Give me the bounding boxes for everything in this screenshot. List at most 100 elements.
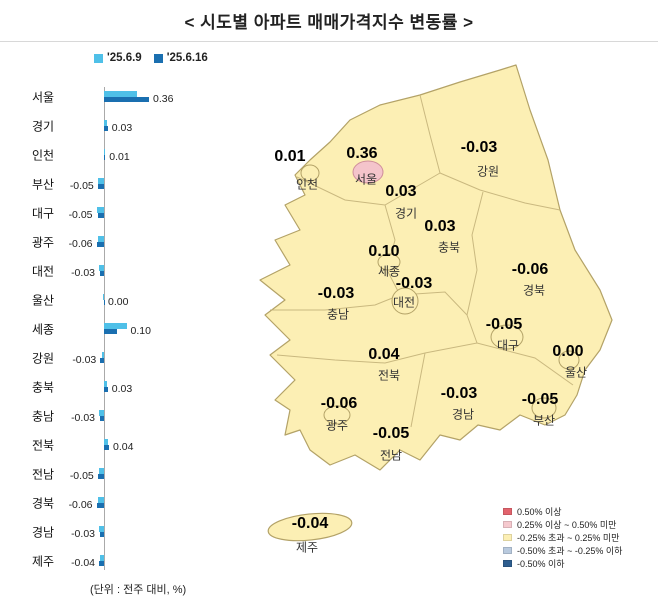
- bar-row: 대전 -0.03: [30, 256, 228, 285]
- bar-value-label: 0.03: [111, 121, 133, 134]
- busan-region: [531, 397, 557, 419]
- map-region-name: 대구: [496, 338, 520, 353]
- bar-category-label: 전북: [32, 438, 55, 452]
- bar-category-label: 경남: [32, 525, 55, 539]
- map-region-value: -0.06: [320, 395, 358, 412]
- map-region-value: 0.03: [385, 183, 417, 200]
- bar-category-label: 울산: [32, 293, 55, 307]
- bar-curr-week: [104, 154, 106, 160]
- korea-map-svg: [259, 64, 613, 542]
- bar-prev-week: [104, 381, 107, 387]
- legend-label: 0.25% 이상 ~ 0.50% 미만: [517, 520, 617, 530]
- map-region-value: -0.03: [440, 385, 478, 402]
- map-region-value: 0.01: [274, 148, 306, 165]
- map-region-name: 경남: [451, 407, 475, 422]
- legend-label: '25.6.16: [166, 52, 208, 64]
- bar-value-label: 0.00: [108, 295, 129, 308]
- jeju-island: [267, 512, 353, 542]
- bar-value-label: 0.04: [113, 440, 134, 453]
- bar-prev-week: [97, 236, 104, 242]
- bar-value-label: -0.05: [69, 179, 94, 192]
- bar-curr-week: [96, 241, 104, 247]
- map-region-name: 광주: [325, 418, 349, 433]
- bar-value-label: 0.03: [111, 382, 133, 395]
- incheon-region: [300, 164, 320, 182]
- map-region-name: 인천: [295, 177, 319, 192]
- map-region-value: -0.05: [521, 391, 559, 408]
- bar-category-label: 광주: [32, 235, 55, 249]
- map-region-name: 전북: [377, 368, 401, 383]
- bar-curr-week: [104, 386, 108, 392]
- bar-category-label: 충남: [32, 409, 55, 423]
- gwangju-region: [323, 405, 351, 425]
- sejong-region: [377, 253, 401, 271]
- bar-value-label: -0.03: [72, 353, 97, 366]
- map-region-value: -0.04: [291, 515, 329, 532]
- bar-row: 충북 0.03: [30, 372, 228, 401]
- bar-value-label: -0.05: [68, 208, 93, 221]
- map-region-name: 서울: [354, 172, 378, 187]
- seoul-region: [352, 160, 384, 184]
- bar-value-label: 0.36: [153, 92, 174, 105]
- page-title: < 시도별 아파트 매매가격지수 변동률 >: [184, 13, 474, 32]
- bar-prev-week: [99, 265, 104, 271]
- legend-swatch-icon: [153, 53, 163, 63]
- map-region-value: -0.03: [460, 139, 498, 156]
- bar-curr-week: [104, 328, 117, 334]
- bar-row: 경남 -0.03: [30, 517, 228, 546]
- map-region-name: 울산: [564, 365, 588, 380]
- map-region-value: 0.00: [552, 343, 584, 360]
- bar-category-label: 제주: [32, 554, 55, 568]
- map-region-name: 제주: [295, 540, 319, 555]
- bar-value-label: -0.05: [69, 469, 94, 482]
- legend-swatch-icon: [503, 547, 512, 554]
- map-region-value: -0.03: [317, 285, 355, 302]
- legend-swatch-icon: [503, 534, 512, 541]
- unit-note: (단위 : 전주 대비, %): [90, 584, 187, 596]
- bar-row: 제주 -0.04: [30, 546, 228, 575]
- map-region-value: 0.03: [424, 218, 456, 235]
- bar-category-label: 세종: [32, 322, 55, 336]
- bar-curr-week: [97, 473, 104, 479]
- legend-label: -0.50% 초과 ~ -0.25% 이하: [517, 546, 623, 556]
- bar-row: 부산 -0.05: [30, 169, 228, 198]
- bar-prev-week: [96, 207, 104, 213]
- bar-row: 세종 0.10: [30, 314, 228, 343]
- province-borders: [270, 94, 574, 428]
- legend-swatch-icon: [503, 560, 512, 567]
- map-region-name: 부산: [532, 413, 556, 428]
- map-region-value: 0.04: [368, 346, 400, 363]
- bar-chart-legend: '25.6.9 '25.6.16: [94, 52, 208, 64]
- map-region-value: 0.36: [346, 145, 378, 162]
- bar-value-label: -0.03: [71, 266, 95, 279]
- bar-prev-week: [104, 120, 107, 126]
- bar-chart: '25.6.9 '25.6.16 서울 0.36 경기 0.03 인천 0.01 부산 -0.0…: [30, 50, 228, 598]
- map-legend-item: -0.50% 이하: [503, 557, 622, 570]
- map-region-value: -0.05: [372, 425, 410, 442]
- bar-value-label: -0.03: [71, 411, 95, 424]
- bar-curr-week: [97, 212, 104, 218]
- bar-prev-week: [104, 323, 127, 329]
- bar-prev-week: [99, 468, 104, 474]
- legend-swatch-icon: [503, 521, 512, 528]
- bar-value-label: -0.06: [68, 498, 93, 511]
- bar-prev-week: [102, 294, 104, 300]
- bar-prev-week: [99, 526, 104, 532]
- bar-curr-week: [104, 96, 149, 102]
- bar-chart-rows: 서울 0.36 경기 0.03 인천 0.01 부산 -0.05 대구 -0.05 광주 -0.06 대…: [30, 82, 228, 575]
- bar-prev-week: [97, 497, 104, 503]
- legend-label: '25.6.9: [107, 52, 142, 64]
- map-legend-item: -0.50% 초과 ~ -0.25% 이하: [503, 544, 622, 557]
- bar-legend-item: '25.6.16: [153, 52, 208, 64]
- bar-row: 강원 -0.03: [30, 343, 228, 372]
- bar-value-label: 0.10: [130, 324, 151, 337]
- mainland-shape: [259, 64, 613, 471]
- map-region-name: 경기: [394, 206, 418, 221]
- bar-value-label: -0.06: [68, 237, 93, 250]
- map-legend: 0.50% 이상 0.25% 이상 ~ 0.50% 미만 -0.25% 초과 ~ 0…: [503, 505, 622, 570]
- map-region-value: -0.03: [395, 275, 433, 292]
- bar-value-label: -0.04: [71, 556, 95, 569]
- map-region-name: 전남: [379, 448, 403, 463]
- bar-category-label: 대전: [32, 264, 55, 278]
- bar-row: 전북 0.04: [30, 430, 228, 459]
